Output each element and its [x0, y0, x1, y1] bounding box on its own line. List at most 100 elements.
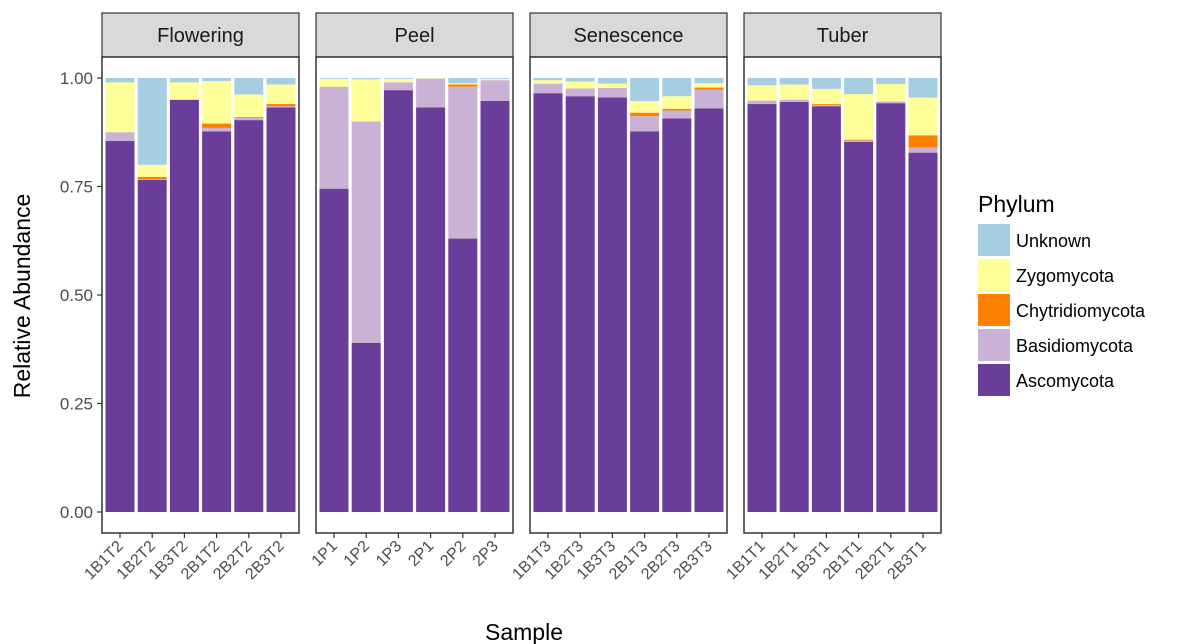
legend-key: [978, 259, 1010, 291]
legend-label: Zygomycota: [1016, 266, 1115, 286]
bar-segment-basidiomycota: [351, 121, 381, 343]
bar-2p1: [416, 78, 446, 513]
panel-background: [744, 57, 941, 533]
bar-segment-basidiomycota: [234, 117, 264, 121]
bar-segment-zygomycota: [319, 78, 349, 87]
legend-label: Unknown: [1016, 231, 1091, 251]
bar-segment-basidiomycota: [908, 147, 938, 153]
y-tick-label: 0.25: [60, 395, 93, 414]
bar-segment-zygomycota: [351, 79, 381, 122]
bar-segment-zygomycota: [383, 78, 413, 83]
bar-segment-basidiomycota: [597, 87, 627, 98]
bar-segment-ascomycota: [169, 99, 199, 512]
bar-segment-basidiomycota: [266, 106, 296, 108]
bar-1b3t3: [597, 78, 627, 512]
legend: Phylum Unknown Zygomycota Chytridiomycota B…: [978, 191, 1146, 396]
bar-segment-ascomycota: [694, 108, 724, 512]
facet-strip-label: Peel: [394, 25, 434, 47]
bar-segment-basidiomycota: [565, 88, 595, 97]
bar-1b2t2: [137, 78, 167, 513]
bar-segment-unknown: [105, 78, 135, 83]
bar-segment-ascomycota: [630, 131, 660, 512]
bar-segment-unknown: [533, 78, 563, 81]
bar-segment-chytridiomycota: [662, 108, 692, 111]
bar-segment-zygomycota: [630, 101, 660, 113]
x-tick-label: 1P2: [341, 538, 373, 570]
legend-key: [978, 224, 1010, 256]
bar-segment-zygomycota: [597, 83, 627, 88]
bar-segment-ascomycota: [662, 118, 692, 512]
bar-segment-unknown: [234, 78, 264, 95]
bar-segment-chytridiomycota: [137, 176, 167, 180]
bar-segment-unknown: [630, 78, 660, 102]
bar-segment-unknown: [876, 78, 906, 85]
legend-item-basidiomycota: Basidiomycota: [978, 329, 1134, 361]
bar-1b2t1: [779, 78, 809, 513]
panel-border: [529, 56, 728, 534]
bar-segment-unknown: [319, 78, 349, 79]
bar-segment-ascomycota: [448, 238, 478, 512]
bar-segment-unknown: [811, 78, 841, 89]
bar-segment-chytridiomycota: [811, 104, 841, 105]
x-tick-label: 1P1: [309, 538, 341, 570]
bar-segment-basidiomycota: [137, 179, 167, 180]
legend-item-chytridiomycota: Chytridiomycota: [978, 294, 1146, 326]
bar-segment-ascomycota: [319, 188, 349, 513]
facet-panels: Flowering1B1T21B2T21B3T22B1T22B2T22B3T2P…: [81, 12, 942, 583]
bar-segment-ascomycota: [533, 93, 563, 512]
bar-segment-basidiomycota: [694, 89, 724, 109]
legend-key: [978, 329, 1010, 361]
legend-label: Chytridiomycota: [1016, 301, 1146, 321]
facet-strip-label: Senescence: [573, 25, 683, 47]
bar-segment-unknown: [779, 78, 809, 85]
bar-2b2t1: [876, 78, 906, 512]
bar-segment-chytridiomycota: [630, 112, 660, 117]
bar-segment-zygomycota: [448, 83, 478, 85]
bar-segment-unknown: [908, 78, 938, 98]
bar-2b1t2: [202, 78, 232, 512]
bar-segment-chytridiomycota: [448, 84, 478, 87]
bar-2b3t1: [908, 78, 938, 512]
bar-segment-zygomycota: [779, 84, 809, 100]
bar-segment-unknown: [351, 78, 381, 80]
bar-segment-basidiomycota: [662, 110, 692, 119]
bar-segment-unknown: [565, 78, 595, 82]
y-tick-label: 0.75: [60, 178, 93, 197]
bar-segment-unknown: [662, 78, 692, 97]
bar-segment-basidiomycota: [319, 86, 349, 189]
x-tick-label: 2P3: [470, 538, 502, 570]
bar-segment-zygomycota: [533, 80, 563, 84]
bar-segment-unknown: [747, 78, 777, 86]
bar-segment-ascomycota: [351, 342, 381, 512]
bar-segment-ascomycota: [779, 101, 809, 513]
bar-1b3t1: [811, 78, 841, 513]
bar-segment-ascomycota: [844, 141, 874, 512]
legend-title: Phylum: [978, 191, 1055, 217]
bar-segment-ascomycota: [876, 103, 906, 512]
bar-2b2t3: [662, 78, 692, 512]
y-axis: 0.00 0.25 0.50 0.75 1.00: [60, 69, 102, 522]
bar-2p3: [480, 78, 510, 512]
legend-item-ascomycota: Ascomycota: [978, 364, 1115, 396]
bar-segment-ascomycota: [747, 104, 777, 512]
bar-segment-basidiomycota: [480, 80, 510, 102]
panel-border: [315, 56, 514, 534]
bar-2b1t1: [844, 78, 874, 512]
y-tick-label: 0.00: [60, 503, 93, 522]
bar-segment-unknown: [202, 78, 232, 82]
facet-strip: [101, 12, 300, 58]
bar-segment-ascomycota: [383, 90, 413, 512]
bar-1b1t3: [533, 78, 563, 512]
bar-1p3: [383, 78, 413, 512]
panel-background: [530, 57, 727, 533]
bar-segment-ascomycota: [480, 101, 510, 512]
legend-item-unknown: Unknown: [978, 224, 1091, 256]
bar-segment-unknown: [448, 78, 478, 84]
bar-2b3t3: [694, 78, 724, 512]
bar-segment-unknown: [694, 78, 724, 84]
legend-key: [978, 364, 1010, 396]
facet-strip: [529, 12, 728, 58]
bar-segment-ascomycota: [137, 179, 167, 513]
